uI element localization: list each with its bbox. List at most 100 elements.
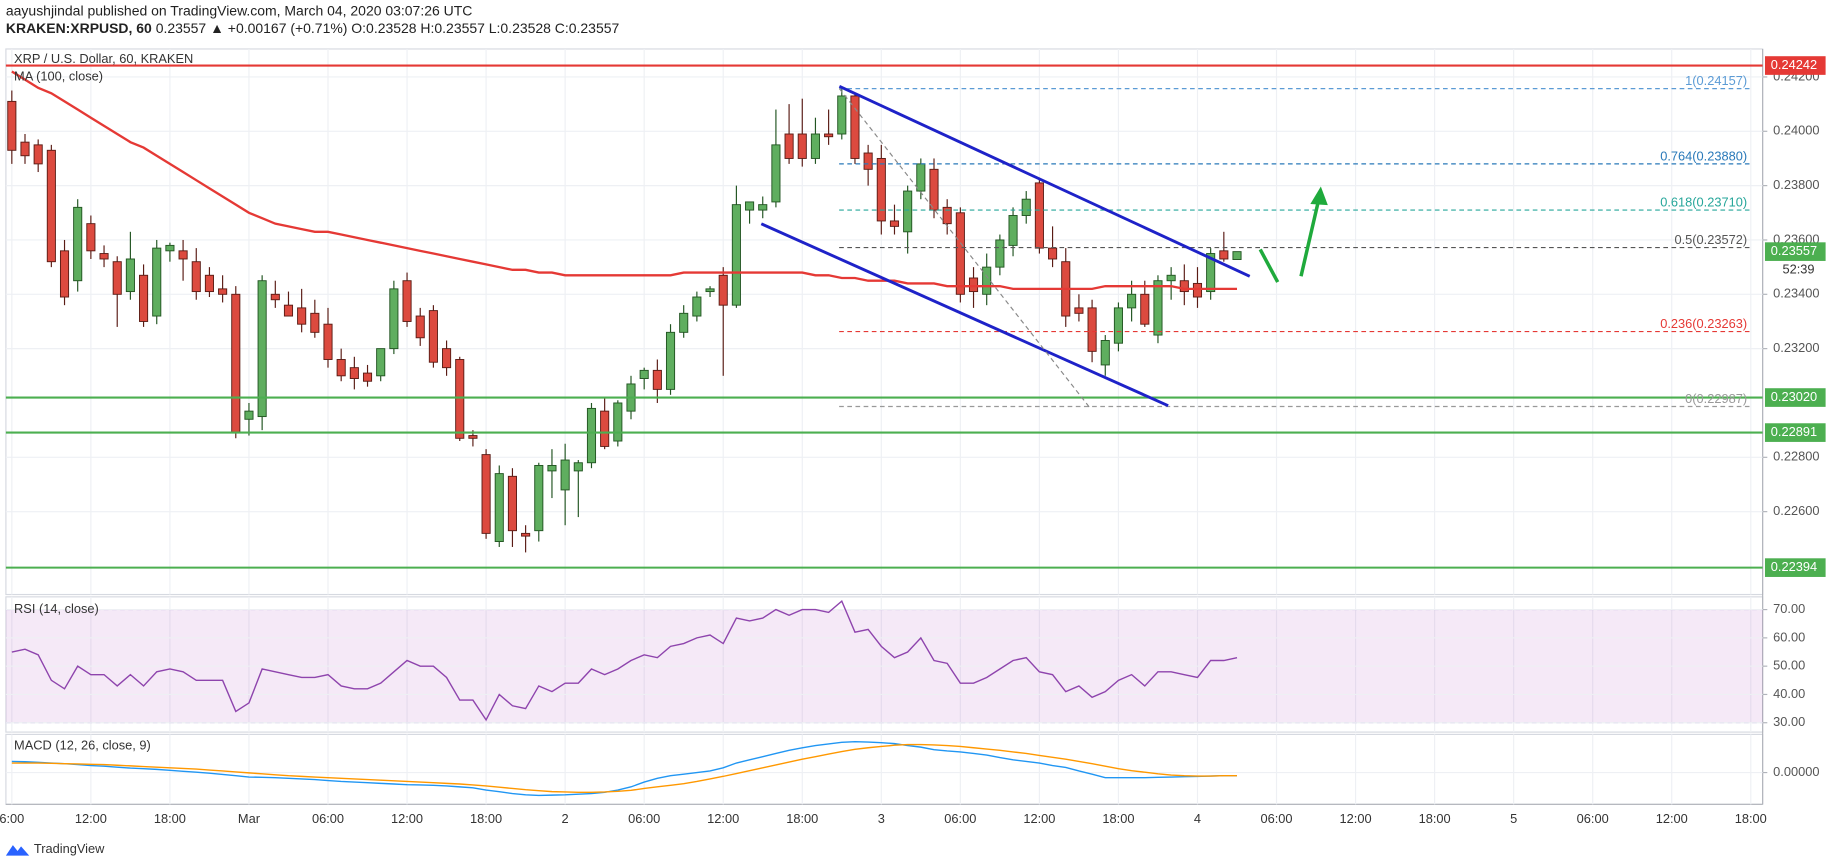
x-tick-label: 6:00 [0,811,24,826]
marks-layer [5,64,1763,797]
candle-body [942,206,952,225]
candle-body [1034,182,1044,249]
y-tick-label: 0.23200 [1773,340,1819,355]
level-badge-label: 0.24242 [1771,57,1817,72]
candle-body [863,152,873,170]
series-line [11,599,1238,722]
candle-body [955,212,965,295]
candle-body [283,304,294,317]
candle-body [86,223,96,252]
x-tick-label: 12:00 [1656,811,1688,826]
y-tick-label: 50.00 [1773,658,1805,673]
candle-body [442,348,452,369]
x-tick-label: 12:00 [75,811,107,826]
candle-body [481,454,491,534]
candle-body [139,274,149,322]
candle-body [718,274,728,306]
candle-body [99,253,109,260]
candle-body [1179,280,1189,293]
candle-body [916,163,926,192]
candle-body [33,144,43,165]
series-line [11,743,1238,793]
candle-body [112,261,122,295]
last-price: 0.23557 [156,20,207,36]
x-tick-label: 18:00 [1419,811,1451,826]
candle-body [402,280,412,322]
candle-body [125,258,135,293]
level-badge [1764,423,1826,442]
y-tick-label: 0.23400 [1773,286,1819,301]
x-tick-label: 18:00 [154,811,186,826]
candle-body [1021,198,1031,216]
panel-frame [5,733,1764,805]
series-line [11,741,1238,797]
candle-body [389,288,399,350]
candle-body [731,204,741,306]
x-tick-label: 5 [1510,811,1517,826]
symbol-line: KRAKEN:XRPUSD, 60 0.23557 ▲ +0.00167 (+0… [6,20,620,36]
candle-body [771,144,781,203]
candle-body [968,277,979,293]
x-tick-label: 06:00 [1260,811,1292,826]
countdown-badge [1764,260,1826,279]
candle-body [1113,307,1123,344]
candle-body [903,190,913,233]
level-badge-label: 0.23020 [1771,389,1817,404]
candle-body [468,435,478,439]
candle-body [1153,280,1163,336]
x-tick-label: 18:00 [786,811,818,826]
candle-body [428,310,438,363]
candle-body [257,280,267,418]
candle-body [1166,274,1176,282]
candle-body [507,475,517,532]
symbol: KRAKEN:XRPUSD, 60 [6,20,152,36]
fib-label: 0.236(0.23263) [1660,316,1747,331]
candle-body [46,149,56,263]
candle-body [705,288,715,293]
candle-body [758,204,768,211]
last-price-badge [1764,242,1826,261]
candle-body [494,473,504,543]
candle-body [692,296,702,317]
countdown-label: 52:39 [1782,262,1814,277]
panel-title: MACD (12, 26, close, 9) [14,737,151,752]
published-line: aayushjindal published on TradingView.co… [6,2,472,18]
x-tick-label: 06:00 [312,811,344,826]
candle-body [745,201,755,211]
fib-label: 0.618(0.23710) [1660,194,1747,209]
y-tick-label: 0.24000 [1773,123,1819,138]
x-tick-label: 06:00 [1577,811,1609,826]
candle-body [850,95,860,159]
candle-body [876,157,886,222]
legend-entry: RSI (14, close) [14,601,99,616]
candle-body [1127,293,1137,309]
x-tick-label: 12:00 [1340,811,1372,826]
candle-body [586,407,597,464]
brand-logo [5,845,30,856]
candle-body [1219,250,1229,260]
fib-label: 0(0.22987) [1685,391,1747,406]
candle-body [455,359,465,439]
fib-label: 1(0.24157) [1685,73,1747,88]
level-badge [1764,558,1826,577]
candle-body [573,462,583,472]
candle-body [231,293,241,434]
y-tick-label: 0.00000 [1773,764,1819,779]
candle-body [534,464,544,532]
candle-body [1192,282,1203,298]
candle-body [415,315,425,339]
brand: TradingView [5,841,105,856]
x-tick-label: 2 [562,811,569,826]
x-tick-label: 12:00 [391,811,423,826]
level-badge [1764,56,1826,75]
channel-upper [838,84,1251,278]
x-tick-label: 18:00 [1102,811,1134,826]
candle-body [1232,251,1242,260]
candle-body [376,348,386,377]
candle-body [218,288,228,295]
candle-body [547,464,557,472]
candle-body [362,372,373,382]
candle-body [652,369,662,390]
candle-body [560,459,570,491]
